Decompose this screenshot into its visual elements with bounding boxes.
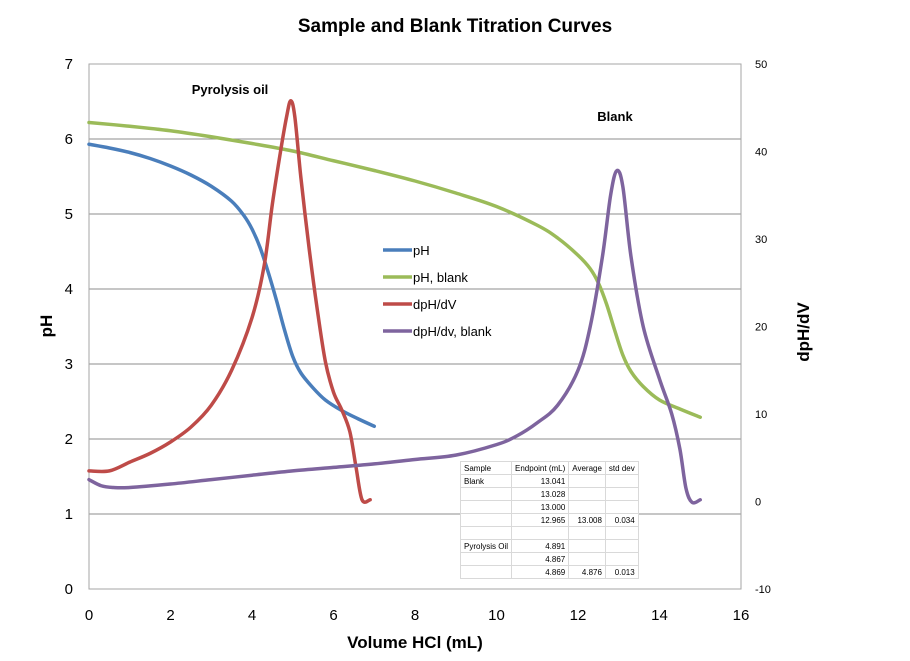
table-cell <box>604 539 639 553</box>
x-tick-label: 16 <box>733 607 750 624</box>
table-cell: 12.965 <box>511 513 570 527</box>
x-tick-label: 2 <box>166 607 174 624</box>
y2-tick-label: 50 <box>755 59 767 71</box>
chart-title: Sample and Blank Titration Curves <box>298 16 612 37</box>
y2-tick-label: 30 <box>755 234 767 246</box>
series-lines <box>87 99 702 505</box>
series-ph-line <box>87 142 376 428</box>
y2-tick-label: 40 <box>755 147 767 159</box>
y-tick-label: 0 <box>65 581 73 598</box>
table-cell <box>568 552 606 566</box>
table-cell: 4.867 <box>511 552 570 566</box>
x-tick-label: 0 <box>85 607 93 624</box>
table-cell <box>568 539 606 553</box>
table-cell <box>511 526 570 540</box>
y2-tick-label: 0 <box>755 497 761 509</box>
table-cell: 13.041 <box>511 474 570 488</box>
table-cell: 4.869 <box>511 565 570 579</box>
table-cell: 0.013 <box>604 565 639 579</box>
table-cell <box>604 500 639 514</box>
table-cell: Blank <box>459 474 513 488</box>
table-row: Blank 13.041 <box>459 474 639 488</box>
y-axis-label: pH <box>37 315 56 338</box>
x-axis-label: Volume HCl (mL) <box>347 633 483 652</box>
table-cell: 13.008 <box>568 513 606 527</box>
y-tick-label: 4 <box>65 281 73 298</box>
annotation-pyrolysis-oil: Pyrolysis oil <box>192 82 269 97</box>
endpoint-table: Sample Endpoint (mL) Average std dev Bla… <box>459 461 639 579</box>
y2-axis-ticks: -10 0 10 20 30 40 50 <box>755 59 771 596</box>
x-tick-label: 12 <box>570 607 587 624</box>
y2-tick-label: 10 <box>755 409 767 421</box>
legend-label-dph-dv: dpH/dV <box>413 297 457 312</box>
y2-tick-label: -10 <box>755 584 771 596</box>
table-cell <box>459 500 513 514</box>
table-header-cell: Average <box>568 461 606 475</box>
y-tick-label: 6 <box>65 131 73 148</box>
table-cell <box>459 526 513 540</box>
table-cell: 0.034 <box>604 513 639 527</box>
table-cell: 4.891 <box>511 539 570 553</box>
table-header-cell: std dev <box>604 461 639 475</box>
x-axis-ticks: 0 2 4 6 8 10 12 14 16 <box>85 607 750 624</box>
legend-label-ph: pH <box>413 243 430 258</box>
table-row: Pyrolysis Oil 4.891 <box>459 539 639 553</box>
table-cell <box>604 487 639 501</box>
table-cell: 13.000 <box>511 500 570 514</box>
series-dph-dv-blank-line <box>87 168 702 505</box>
plot-area-border <box>88 63 742 590</box>
y-tick-label: 7 <box>65 56 73 73</box>
table-cell: Pyrolysis Oil <box>459 539 513 553</box>
table-cell: 13.028 <box>511 487 570 501</box>
table-row: 13.000 <box>459 500 639 514</box>
y-tick-label: 3 <box>65 356 73 373</box>
legend-label-dph-dv-blank: dpH/dv, blank <box>413 324 492 339</box>
x-tick-label: 10 <box>488 607 505 624</box>
annotation-blank: Blank <box>597 109 633 124</box>
x-tick-label: 4 <box>248 607 256 624</box>
table-header-cell: Sample <box>459 461 513 475</box>
table-row: 12.965 13.008 0.034 <box>459 513 639 527</box>
table-cell <box>604 526 639 540</box>
table-header-cell: Endpoint (mL) <box>511 461 570 475</box>
series-ph-blank-line <box>87 120 702 419</box>
table-cell <box>568 500 606 514</box>
table-cell <box>604 552 639 566</box>
y-tick-label: 1 <box>65 506 73 523</box>
y-axis-ticks: 0 1 2 3 4 5 6 7 <box>65 56 73 598</box>
table-cell <box>459 565 513 579</box>
y2-axis-label: dpH/dV <box>794 302 813 362</box>
table-row <box>459 526 639 540</box>
table-row: 4.867 <box>459 552 639 566</box>
table-cell <box>568 487 606 501</box>
y2-tick-label: 20 <box>755 322 767 334</box>
table-cell <box>604 474 639 488</box>
table-cell: 4.876 <box>568 565 606 579</box>
x-tick-label: 8 <box>411 607 419 624</box>
y-tick-label: 2 <box>65 431 73 448</box>
table-cell <box>459 552 513 566</box>
table-cell <box>459 513 513 527</box>
series-dph-dv-line <box>87 99 372 504</box>
table-cell <box>459 487 513 501</box>
x-tick-label: 6 <box>329 607 337 624</box>
table-cell <box>568 526 606 540</box>
table-row: 13.028 <box>459 487 639 501</box>
legend: pH pH, blank dpH/dV dpH/dv, blank <box>383 243 492 339</box>
table-header-row: Sample Endpoint (mL) Average std dev <box>459 461 639 475</box>
y-tick-label: 5 <box>65 206 73 223</box>
table-row: 4.869 4.876 0.013 <box>459 565 639 579</box>
x-tick-label: 14 <box>651 607 668 624</box>
table-cell <box>568 474 606 488</box>
legend-label-ph-blank: pH, blank <box>413 270 468 285</box>
